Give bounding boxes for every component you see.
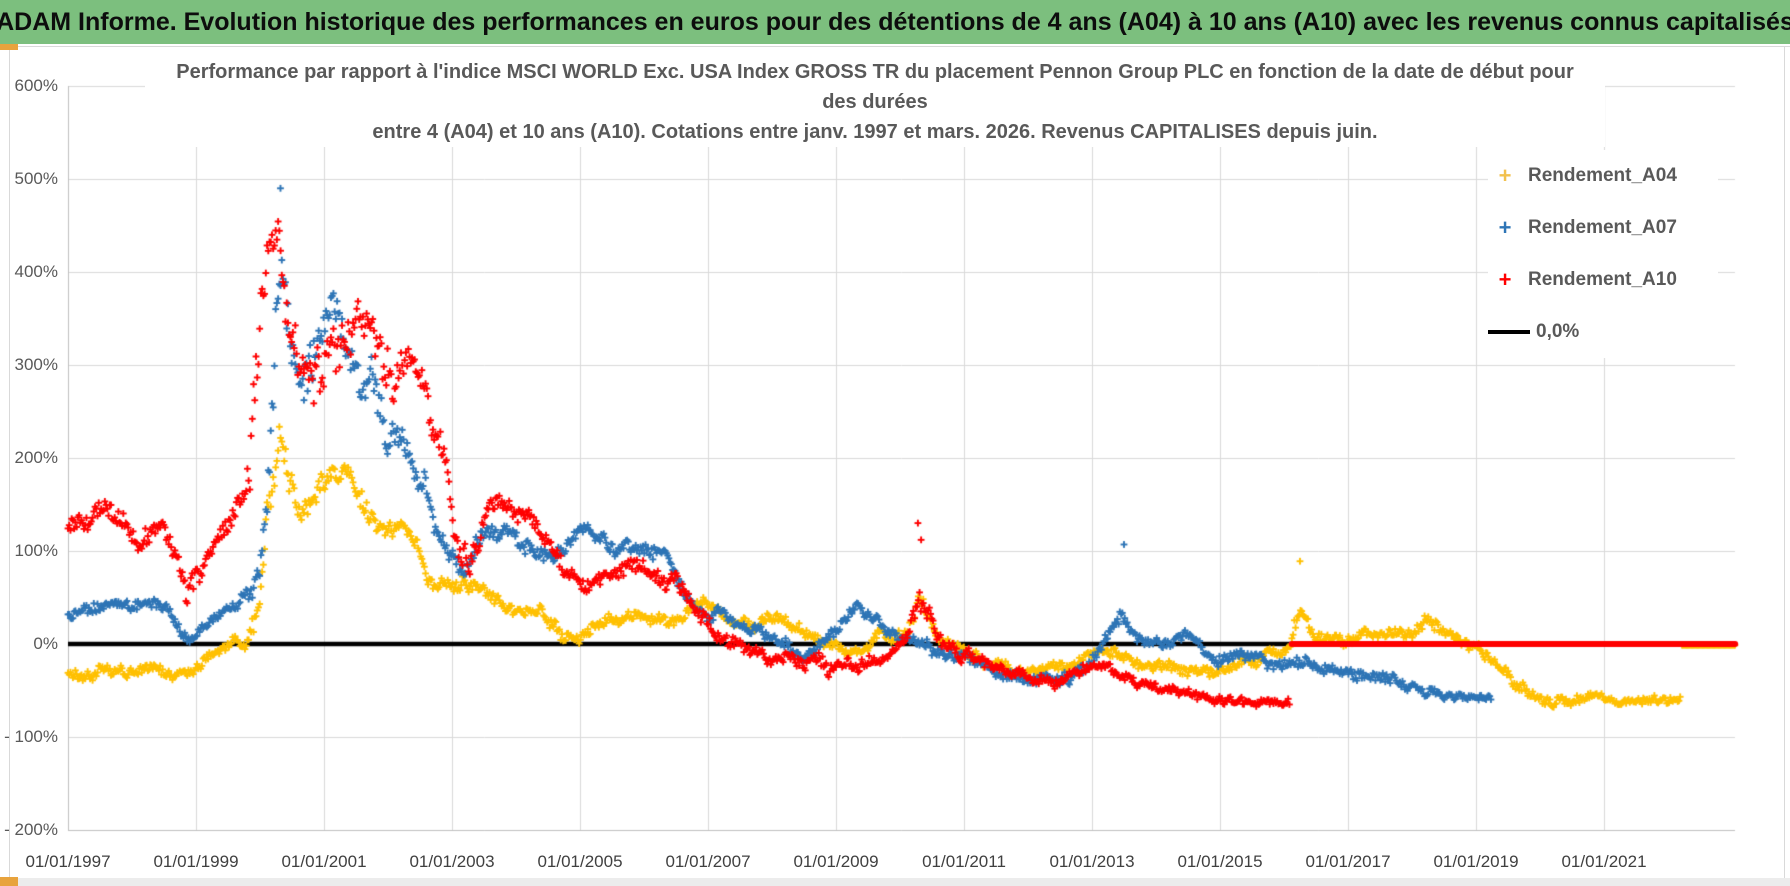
x-axis-tick-label: 01/01/2003 [409, 852, 495, 871]
y-axis-tick-label: 100% [14, 541, 58, 560]
x-axis-tick-label: 01/01/2001 [281, 852, 367, 871]
x-axis-tick-label: 01/01/2017 [1305, 852, 1391, 871]
x-axis-tick-label: 01/01/1999 [153, 852, 239, 871]
legend-item-label: Rendement_A04 [1528, 165, 1677, 186]
x-axis-tick-label: 01/01/2009 [793, 852, 879, 871]
x-axis-tick-label: 01/01/2015 [1177, 852, 1263, 871]
legend-item: + Rendement_A07 [1488, 202, 1718, 254]
gold-accent-bottom [0, 877, 18, 886]
x-axis-tick-label: 01/01/2011 [922, 852, 1006, 871]
chart-title-line1: Performance par rapport à l'indice MSCI … [176, 61, 1574, 83]
x-axis-tick-label: 01/01/1997 [25, 852, 111, 871]
chart-title-line2: des durées [822, 91, 928, 113]
chart-title: Performance par rapport à l'indice MSCI … [145, 57, 1605, 147]
y-axis-tick-label: 0% [33, 634, 58, 653]
x-axis-tick-label: 01/01/2019 [1433, 852, 1519, 871]
y-axis-tick-label: 500% [14, 169, 58, 188]
x-axis-tick-label: 01/01/2013 [1049, 852, 1135, 871]
plus-marker-icon: + [1498, 267, 1512, 292]
y-axis-tick-label: - 200% [4, 820, 58, 839]
y-axis-tick-label: 300% [14, 355, 58, 374]
chart-legend: + Rendement_A04 + Rendement_A07 + Rendement_A… [1488, 150, 1718, 358]
legend-item: 0,0% [1488, 306, 1718, 358]
zero-line-swatch [1488, 330, 1530, 334]
plus-marker-icon: + [1498, 163, 1512, 188]
legend-item: + Rendement_A04 [1488, 150, 1718, 202]
y-axis-tick-label: 400% [14, 262, 58, 281]
x-axis-tick-label: 01/01/2005 [537, 852, 623, 871]
x-axis-tick-label: 01/01/2007 [665, 852, 751, 871]
legend-item-label: 0,0% [1536, 321, 1580, 342]
y-axis-tick-label: - 100% [4, 727, 58, 746]
gold-accent-top [0, 44, 18, 50]
chart-title-line3: entre 4 (A04) et 10 ans (A10). Cotations… [372, 121, 1378, 143]
legend-item-label: Rendement_A07 [1528, 217, 1677, 238]
legend-item-label: Rendement_A10 [1528, 269, 1677, 290]
y-axis-tick-label: 200% [14, 448, 58, 467]
plus-marker-icon: + [1498, 215, 1512, 240]
x-axis-tick-label: 01/01/2021 [1561, 852, 1647, 871]
legend-item: + Rendement_A10 [1488, 254, 1718, 306]
y-axis-tick-label: 600% [14, 76, 58, 95]
